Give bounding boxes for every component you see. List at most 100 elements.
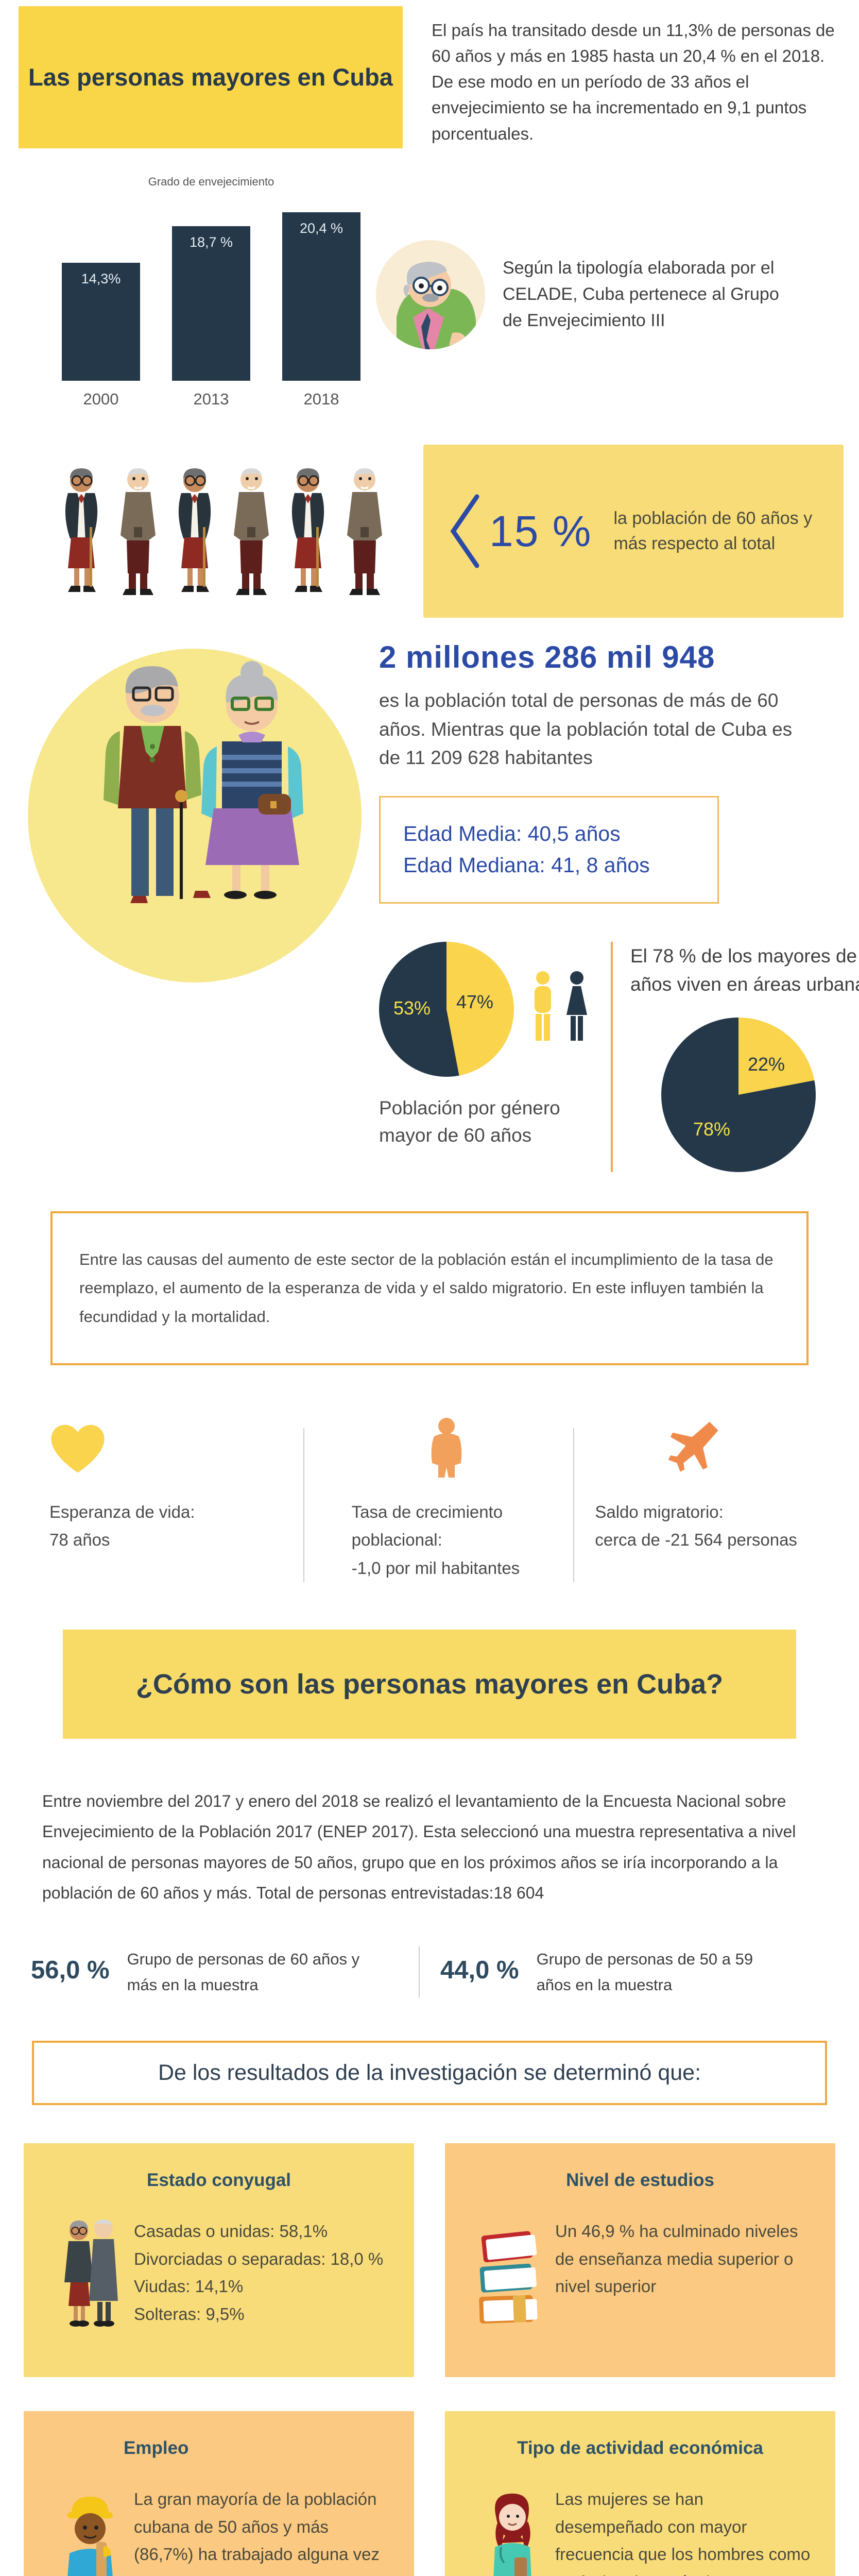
- books-icon: [468, 2217, 555, 2331]
- card-actividad-economica: Tipo de actividad económica Las mujeres …: [445, 2411, 835, 2576]
- axis-tick: 2000: [83, 390, 119, 408]
- chart-x-axis: 2000 2013 2018: [57, 390, 366, 409]
- edad-media: Edad Media: 40,5 años: [403, 821, 621, 845]
- elderly-couple-circle: [19, 636, 379, 1172]
- card-line: Solteras: 9,5%: [134, 2304, 245, 2324]
- urban-block: El 78 % de los mayores de 60 años viven …: [630, 942, 859, 1172]
- aging-bar: 14,3%: [62, 263, 140, 381]
- pie-label-urban: 78%: [693, 1118, 731, 1140]
- sample-label: Grupo de personas de 60 años y más en la…: [127, 1950, 360, 1994]
- stat-divider: [303, 1428, 304, 1583]
- sample-pct: 56,0 %: [31, 1956, 110, 1984]
- threshold-value: 15 %: [489, 506, 592, 555]
- population-headline: 2 millones 286 mil 948: [379, 640, 715, 674]
- results-cards: Estado conyugal: [24, 2143, 835, 2576]
- card-text: La gran mayoría de la población cubana d…: [134, 2489, 380, 2564]
- card-title: Estado conyugal: [146, 2170, 291, 2191]
- chart-area: 14,3% 18,7 % 20,4 %: [57, 203, 366, 381]
- bar-value: 20,4 %: [299, 221, 343, 236]
- title-box: Las personas mayores en Cuba: [19, 6, 403, 148]
- aging-bar: 20,4 %: [282, 212, 360, 381]
- sample-50-59: 44,0 % Grupo de personas de 50 a 59 años…: [440, 1946, 828, 1997]
- urban-pie-chart: 22% 78%: [661, 1017, 816, 1172]
- sample-divider: [419, 1946, 420, 1998]
- celade-text: Según la tipología elaborada por el CELA…: [503, 258, 779, 330]
- population-body: es la población total de personas de más…: [379, 690, 793, 768]
- bar-item: 20,4 %: [282, 212, 360, 381]
- card-line: Divorciadas o separadas: 18,0 %: [134, 2249, 384, 2268]
- stat-migration: Saldo migratorio: cerca de -21 564 perso…: [590, 1413, 828, 1582]
- edad-mediana: Edad Mediana: 41, 8 años: [403, 853, 650, 877]
- card-text: Un 46,9 % ha culminado niveles de enseña…: [555, 2222, 798, 2296]
- grandpa-figure-icon: [121, 468, 156, 595]
- question-banner-text: ¿Cómo son las personas mayores en Cuba?: [135, 1669, 724, 1700]
- card-line: Casadas o unidas: 58,1%: [134, 2222, 328, 2241]
- stat-value: 78 años: [49, 1530, 110, 1550]
- bar-item: 18,7 %: [172, 226, 250, 381]
- stat-value: -1,0 por mil habitantes: [351, 1558, 520, 1578]
- stat-value: cerca de -21 564 personas: [595, 1530, 797, 1550]
- axis-tick: 2013: [193, 390, 229, 408]
- gender-pie-chart: 53% 47%: [379, 941, 514, 1077]
- bar-value: 18,7 %: [189, 234, 233, 250]
- stat-divider: [573, 1428, 575, 1583]
- worker-icon: [46, 2485, 134, 2576]
- grandpa-avatar-icon: [376, 240, 485, 349]
- grandma-figure-icon: [291, 468, 324, 592]
- grandma-figure-icon: [65, 468, 98, 592]
- page-title: Las personas mayores en Cuba: [28, 63, 393, 91]
- card-empleo: Empleo La gran mayoría de la población c…: [24, 2411, 414, 2576]
- celade-block: Según la tipología elaborada por el CELA…: [366, 180, 844, 409]
- male-icon: [535, 971, 551, 1041]
- grandpa-figure-icon: [234, 468, 269, 595]
- card-estado-conyugal: Estado conyugal: [24, 2143, 414, 2378]
- card-title: Tipo de actividad económica: [517, 2438, 763, 2459]
- population-section: 2 millones 286 mil 948 es la población t…: [19, 636, 859, 1172]
- survey-paragraph: Entre noviembre del 2017 y enero del 201…: [42, 1792, 796, 1902]
- card-title: Empleo: [124, 2438, 189, 2459]
- grandpa-figure-icon: [347, 468, 382, 595]
- gender-icons: [528, 971, 591, 1048]
- stat-label: Saldo migratorio:: [595, 1502, 724, 1521]
- pie-label-rural: 22%: [747, 1053, 785, 1075]
- aging-bar-chart: Grado de envejecimiento 14,3% 18,7 % 20,…: [57, 175, 366, 409]
- stat-growth-rate: Tasa de crecimiento poblacional: -1,0 po…: [320, 1413, 558, 1582]
- header: Las personas mayores en Cuba El país ha …: [19, 6, 844, 148]
- causes-box: Entre las causas del aumento de este sec…: [50, 1211, 809, 1365]
- intro-paragraph: El país ha transitado desde un 11,3% de …: [432, 21, 835, 143]
- nurse-icon: [468, 2485, 555, 2576]
- yellow-circle: [28, 649, 362, 982]
- stat-label: Esperanza de vida:: [49, 1502, 195, 1521]
- bar-item: 14,3%: [62, 263, 140, 381]
- results-banner: De los resultados de la investigación se…: [32, 2041, 827, 2106]
- card-lines: Casadas o unidas: 58,1% Divorciadas o se…: [134, 2217, 383, 2328]
- threshold-section: 15 % la población de 60 años y más respe…: [19, 445, 844, 618]
- elderly-couple-icon: [104, 661, 303, 903]
- sample-60plus: 56,0 % Grupo de personas de 60 años y má…: [31, 1946, 419, 1997]
- bar-value: 14,3%: [81, 271, 121, 286]
- sample-label: Grupo de personas de 50 a 59 años en la …: [536, 1950, 753, 1994]
- vertical-divider: [611, 941, 613, 1172]
- population-right: 2 millones 286 mil 948 es la población t…: [379, 636, 859, 1172]
- pie-label-male: 47%: [456, 991, 493, 1012]
- urban-text: El 78 % de los mayores de 60 años viven …: [630, 945, 859, 995]
- card-title: Nivel de estudios: [566, 2170, 714, 2191]
- less-than-icon: [450, 494, 479, 568]
- aging-bar: 18,7 %: [172, 226, 250, 381]
- gender-caption: Población por género mayor de 60 años: [379, 1097, 560, 1146]
- card-text: Las mujeres se han desempeñado con mayor…: [555, 2489, 811, 2576]
- card-nivel-estudios: Nivel de estudios: [445, 2143, 835, 2378]
- chart-title: Grado de envejecimiento: [148, 175, 274, 188]
- aging-section: Grado de envejecimiento 14,3% 18,7 % 20,…: [19, 175, 844, 409]
- age-box: Edad Media: 40,5 años Edad Mediana: 41, …: [379, 795, 719, 904]
- stat-label: Tasa de crecimiento poblacional:: [351, 1502, 503, 1550]
- stats-row: Esperanza de vida: 78 años Tasa de creci…: [49, 1413, 828, 1583]
- axis-tick: 2018: [303, 390, 339, 408]
- threshold-text: la población de 60 años y más respecto a…: [613, 508, 813, 553]
- plane-icon: [668, 1421, 718, 1472]
- pie-label-female: 53%: [393, 997, 431, 1019]
- female-icon: [566, 971, 587, 1041]
- person-icon: [431, 1417, 462, 1478]
- stat-life-expectancy: Esperanza de vida: 78 años: [49, 1413, 288, 1582]
- heart-icon: [51, 1425, 105, 1473]
